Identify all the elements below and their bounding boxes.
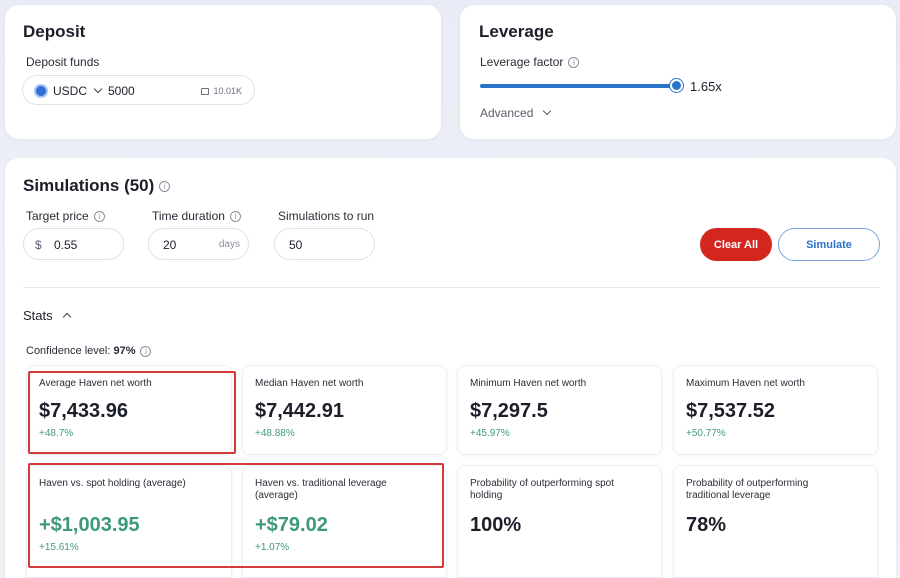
time-duration-unit: days [218, 239, 240, 250]
leverage-slider-thumb[interactable] [670, 79, 683, 92]
stat-card-prob-spot: Probability of outperforming spot holdin… [457, 465, 662, 578]
simulations-card: Simulations (50) i Target price i $ 0.55 T… [5, 158, 896, 578]
stat-label: Average Haven net worth [39, 378, 152, 389]
confidence-value: 97% [113, 345, 136, 357]
stats-toggle[interactable]: Stats [23, 308, 72, 323]
simulate-button[interactable]: Simulate [778, 228, 880, 261]
stat-label: Maximum Haven net worth [686, 378, 805, 389]
info-icon[interactable]: i [159, 181, 171, 193]
token-label: USDC [53, 84, 88, 98]
simulations-to-run-value: 50 [289, 238, 303, 252]
target-price-text: Target price [26, 209, 89, 223]
simulations-title: Simulations (50) [23, 176, 155, 195]
target-price-label: Target price i [26, 209, 105, 223]
leverage-card: Leverage Leverage factor i 1.65x Advanced [460, 5, 896, 139]
info-icon[interactable]: i [229, 211, 241, 223]
token-select[interactable]: USDC [53, 84, 103, 98]
confidence-level: Confidence level: 97% i [26, 345, 152, 357]
target-price-input[interactable]: $ 0.55 [23, 228, 124, 260]
deposit-funds-label: Deposit funds [26, 55, 100, 69]
stat-delta: +48.7% [39, 428, 74, 439]
stat-card-minimum: Minimum Haven net worth $7,297.5 +45.97% [457, 365, 662, 455]
wallet-balance-value: 10.01K [213, 86, 243, 96]
deposit-title: Deposit [23, 22, 86, 41]
stat-label: Minimum Haven net worth [470, 378, 587, 389]
stat-card-vs-traditional: Haven vs. traditional leverage (average)… [242, 465, 447, 578]
stat-card-vs-spot: Haven vs. spot holding (average) +$1,003… [26, 465, 232, 578]
stat-value: +$79.02 [255, 514, 328, 536]
info-icon[interactable]: i [93, 211, 105, 223]
stat-label: Probability of outperforming traditional… [686, 478, 809, 501]
chevron-down-icon [542, 106, 551, 116]
deposit-amount-input[interactable]: 5000 [108, 84, 135, 98]
leverage-value: 1.65x [690, 79, 722, 94]
simulations-to-run-input[interactable]: 50 [274, 228, 375, 260]
simulations-to-run-label: Simulations to run [278, 209, 375, 223]
stat-delta: +1.07% [255, 542, 290, 553]
stat-value: $7,297.5 [470, 400, 548, 422]
stat-delta: +50.77% [686, 428, 726, 439]
stat-card-prob-traditional: Probability of outperforming traditional… [673, 465, 878, 578]
clear-all-button[interactable]: Clear All [700, 228, 772, 261]
leverage-slider-track[interactable] [480, 84, 676, 88]
section-divider [23, 287, 880, 288]
time-duration-input[interactable]: 20 days [148, 228, 249, 260]
usdc-icon [34, 84, 48, 98]
chevron-down-icon [94, 84, 103, 94]
time-duration-text: Time duration [152, 209, 225, 223]
stat-label: Median Haven net worth [255, 378, 364, 389]
advanced-toggle[interactable]: Advanced [480, 106, 551, 120]
time-duration-label: Time duration i [152, 209, 241, 223]
leverage-factor-text: Leverage factor [480, 55, 564, 69]
wallet-icon [201, 88, 209, 95]
stat-value: $7,442.91 [255, 400, 344, 422]
info-icon[interactable]: i [140, 345, 152, 357]
confidence-label: Confidence level: [26, 345, 111, 357]
wallet-balance[interactable]: 10.01K [201, 86, 242, 96]
chevron-up-icon [63, 312, 72, 322]
stats-title: Stats [23, 308, 53, 323]
deposit-amount-field[interactable]: USDC 5000 10.01K [22, 75, 255, 105]
stat-card-average: Average Haven net worth $7,433.96 +48.7% [26, 365, 232, 455]
stat-label: Haven vs. traditional leverage (average) [255, 478, 387, 501]
stat-card-maximum: Maximum Haven net worth $7,537.52 +50.77… [673, 365, 878, 455]
info-icon[interactable]: i [568, 57, 580, 69]
leverage-factor-label: Leverage factor i [480, 55, 580, 69]
time-duration-value: 20 [163, 238, 177, 252]
stat-value: 78% [686, 514, 727, 536]
stat-value: $7,537.52 [686, 400, 775, 422]
stat-delta: +48.88% [255, 428, 295, 439]
simulations-heading: Simulations (50) i [23, 176, 171, 196]
stat-value: +$1,003.95 [39, 514, 140, 536]
stat-value: 100% [470, 514, 522, 536]
stat-delta: +45.97% [470, 428, 510, 439]
currency-prefix: $ [35, 238, 42, 252]
leverage-title: Leverage [479, 22, 554, 41]
target-price-value: 0.55 [54, 238, 78, 252]
stat-card-median: Median Haven net worth $7,442.91 +48.88% [242, 365, 447, 455]
stat-value: $7,433.96 [39, 400, 128, 422]
stat-label: Haven vs. spot holding (average) [39, 478, 186, 489]
advanced-label: Advanced [480, 106, 534, 120]
deposit-card: Deposit Deposit funds USDC 5000 10.01K [5, 5, 441, 139]
stat-delta: +15.61% [39, 542, 79, 553]
stat-label: Probability of outperforming spot holdin… [470, 478, 614, 501]
